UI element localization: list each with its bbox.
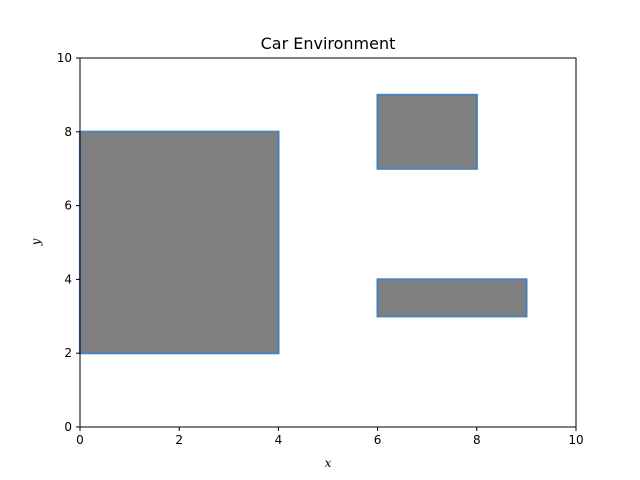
- x-tick-label: 0: [76, 433, 84, 447]
- x-tick-label: 4: [275, 433, 283, 447]
- obstacle-1: [78, 130, 280, 355]
- y-tick-label: 4: [64, 272, 72, 286]
- x-axis-ticks: 0 2 4 6 8 10: [76, 427, 584, 447]
- y-axis-ticks: 0 2 4 6 8 10: [57, 51, 80, 434]
- y-tick-label: 8: [64, 125, 72, 139]
- obstacles-layer: [78, 93, 528, 355]
- x-tick-label: 10: [568, 433, 583, 447]
- x-axis-label: x: [325, 456, 332, 470]
- x-tick-label: 2: [175, 433, 183, 447]
- x-tick-label: 6: [374, 433, 382, 447]
- obstacle-2: [376, 93, 478, 170]
- y-tick-label: 10: [57, 51, 72, 65]
- chart-title: Car Environment: [261, 34, 396, 53]
- plot-frame: [79, 57, 577, 428]
- y-tick-label: 6: [64, 199, 72, 213]
- y-tick-label: 2: [64, 346, 72, 360]
- obstacle-3: [376, 278, 528, 318]
- y-axis-label: y: [29, 238, 43, 246]
- y-tick-label: 0: [64, 420, 72, 434]
- x-tick-label: 8: [473, 433, 481, 447]
